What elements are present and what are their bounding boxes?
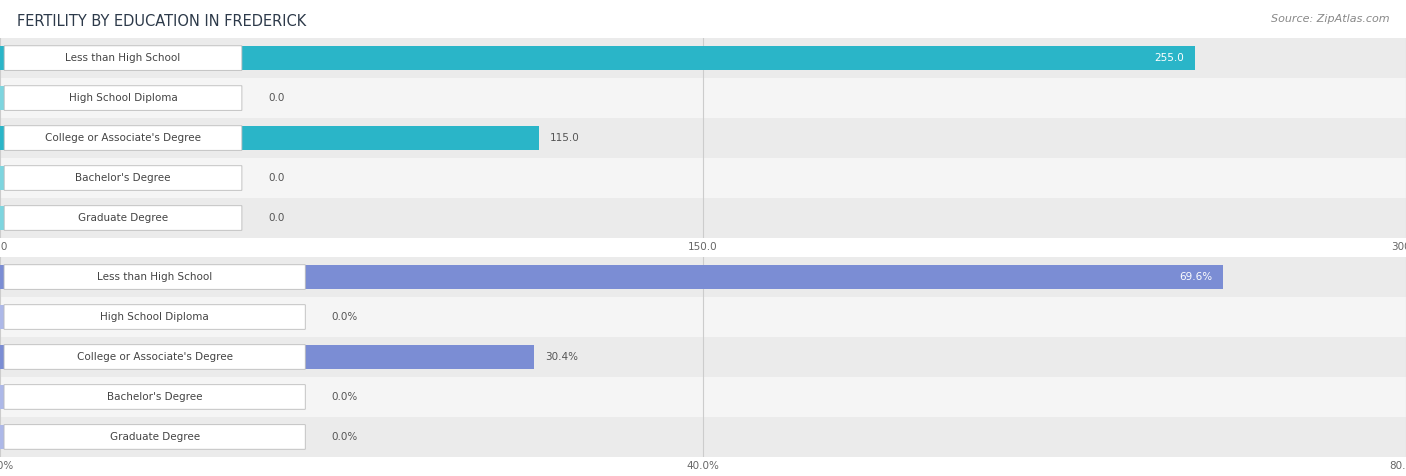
Text: 0.0: 0.0 (269, 93, 285, 103)
Bar (0, 425, 294, 449)
Bar (0, 265, 1223, 289)
Text: 0.0%: 0.0% (332, 432, 359, 442)
FancyBboxPatch shape (4, 305, 305, 329)
Text: 30.4%: 30.4% (546, 352, 578, 362)
Bar (0, 38, 1406, 78)
Text: 0.0%: 0.0% (332, 312, 359, 322)
Bar (0, 206, 233, 230)
Text: 0.0: 0.0 (269, 173, 285, 183)
FancyBboxPatch shape (4, 385, 305, 409)
Text: Less than High School: Less than High School (66, 53, 180, 63)
Text: FERTILITY BY EDUCATION IN FREDERICK: FERTILITY BY EDUCATION IN FREDERICK (17, 14, 307, 30)
FancyBboxPatch shape (4, 166, 242, 190)
Text: College or Associate's Degree: College or Associate's Degree (45, 133, 201, 143)
Bar (0, 305, 294, 329)
FancyBboxPatch shape (4, 206, 242, 230)
Bar (0, 337, 1406, 377)
Bar (0, 257, 1406, 297)
Bar (0, 118, 1406, 158)
Bar (0, 377, 1406, 417)
FancyBboxPatch shape (4, 425, 305, 449)
Bar (0, 166, 233, 190)
Text: College or Associate's Degree: College or Associate's Degree (77, 352, 232, 362)
Text: Less than High School: Less than High School (97, 272, 212, 282)
Text: Source: ZipAtlas.com: Source: ZipAtlas.com (1271, 14, 1389, 24)
Text: 69.6%: 69.6% (1178, 272, 1212, 282)
Bar (0, 345, 534, 369)
FancyBboxPatch shape (4, 46, 242, 70)
Text: 0.0: 0.0 (269, 213, 285, 223)
Bar (0, 198, 1406, 238)
Text: 115.0: 115.0 (550, 133, 579, 143)
FancyBboxPatch shape (4, 126, 242, 150)
Text: Bachelor's Degree: Bachelor's Degree (107, 392, 202, 402)
Bar (0, 158, 1406, 198)
Bar (0, 78, 1406, 118)
FancyBboxPatch shape (4, 265, 305, 289)
Bar (0, 86, 233, 110)
Text: Graduate Degree: Graduate Degree (77, 213, 169, 223)
Text: 255.0: 255.0 (1154, 53, 1184, 63)
FancyBboxPatch shape (4, 86, 242, 110)
Text: Bachelor's Degree: Bachelor's Degree (76, 173, 170, 183)
Text: Graduate Degree: Graduate Degree (110, 432, 200, 442)
Bar (0, 417, 1406, 457)
Bar (0, 46, 1195, 70)
Text: 0.0%: 0.0% (332, 392, 359, 402)
Text: High School Diploma: High School Diploma (69, 93, 177, 103)
Text: High School Diploma: High School Diploma (100, 312, 209, 322)
FancyBboxPatch shape (4, 345, 305, 369)
Bar (0, 297, 1406, 337)
Bar (0, 126, 538, 150)
Bar (0, 385, 294, 409)
